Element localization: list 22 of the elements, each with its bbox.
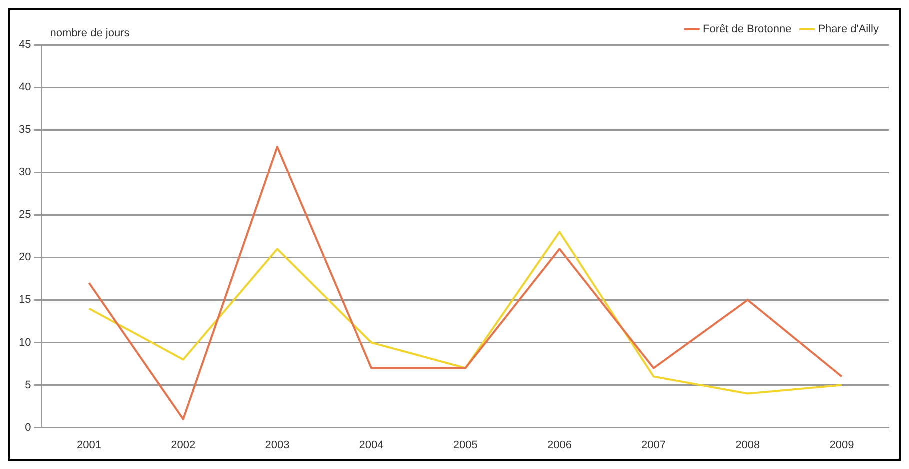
x-tick-label: 2006 (547, 439, 572, 452)
y-tick-label: 45 (18, 39, 32, 52)
y-tick-label: 0 (25, 422, 32, 434)
x-tick-label: 2004 (359, 439, 384, 452)
y-axis-title: nombre de jours (50, 28, 130, 40)
x-tick-label: 2001 (77, 439, 102, 452)
y-tick-label: 15 (18, 294, 32, 306)
x-tick-label: 2009 (830, 439, 854, 452)
x-tick-label: 2008 (736, 439, 760, 452)
y-tick-label: 5 (25, 379, 32, 392)
y-tick-label: 25 (18, 209, 32, 222)
y-tick-label: 40 (18, 82, 32, 94)
legend-label: Forêt de Brotonne (703, 24, 792, 36)
x-tick-label: 2005 (453, 439, 478, 452)
y-tick-label: 30 (18, 166, 32, 179)
x-tick-label: 2002 (171, 439, 196, 452)
legend-label: Phare d'Ailly (818, 24, 880, 36)
y-tick-label: 20 (18, 252, 32, 264)
y-tick-label: 35 (18, 124, 32, 136)
x-tick-label: 2003 (265, 439, 290, 452)
x-tick-label: 2007 (642, 439, 666, 452)
y-tick-label: 10 (18, 336, 32, 349)
